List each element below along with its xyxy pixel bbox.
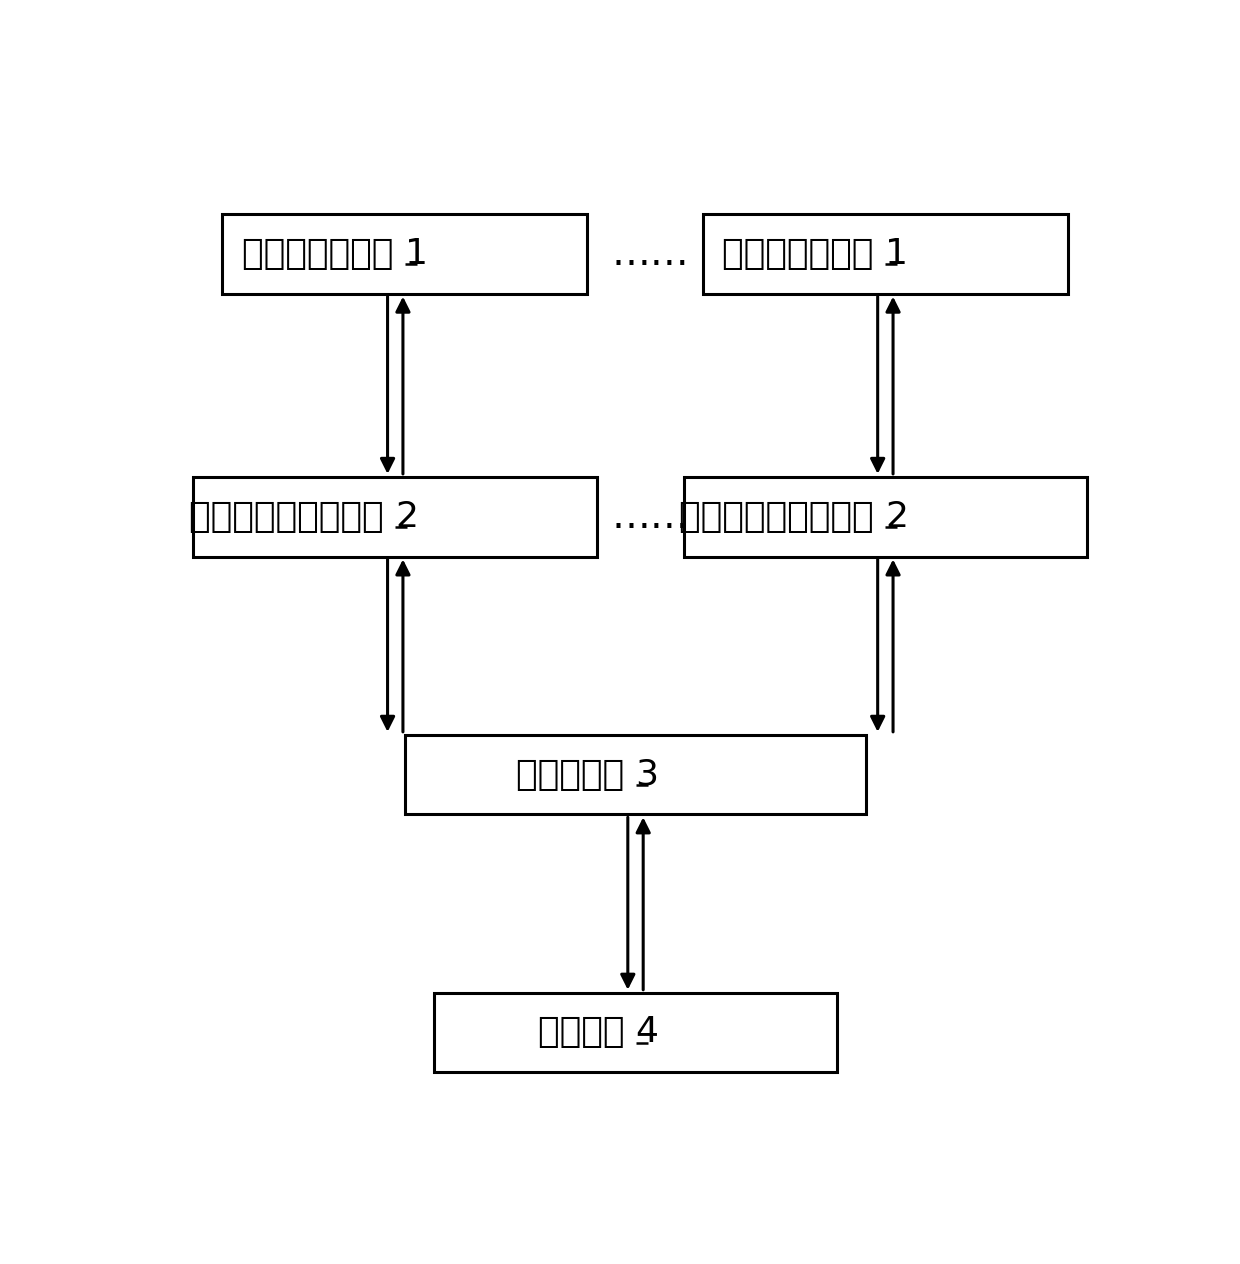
Text: 物联网温度检测模块: 物联网温度检测模块 xyxy=(190,499,396,533)
Text: 2: 2 xyxy=(885,499,909,533)
Text: ……: …… xyxy=(611,498,688,536)
Bar xyxy=(222,214,588,293)
Text: 3: 3 xyxy=(635,757,658,791)
Text: ……: …… xyxy=(611,235,688,273)
Bar xyxy=(703,214,1068,293)
Text: 专用温度传感器: 专用温度传感器 xyxy=(723,236,885,270)
Text: 2: 2 xyxy=(396,499,418,533)
Bar xyxy=(193,477,596,556)
Text: 1: 1 xyxy=(404,236,428,270)
Text: 专用温度传感器: 专用温度传感器 xyxy=(242,236,404,270)
Bar xyxy=(404,734,866,814)
Text: 物联网网关: 物联网网关 xyxy=(516,757,635,791)
Bar xyxy=(683,477,1087,556)
Text: 物联网温度检测模块: 物联网温度检测模块 xyxy=(680,499,885,533)
Text: 1: 1 xyxy=(885,236,909,270)
Text: 云服务器: 云服务器 xyxy=(537,1015,635,1049)
Bar xyxy=(434,992,837,1072)
Text: 4: 4 xyxy=(635,1015,658,1049)
